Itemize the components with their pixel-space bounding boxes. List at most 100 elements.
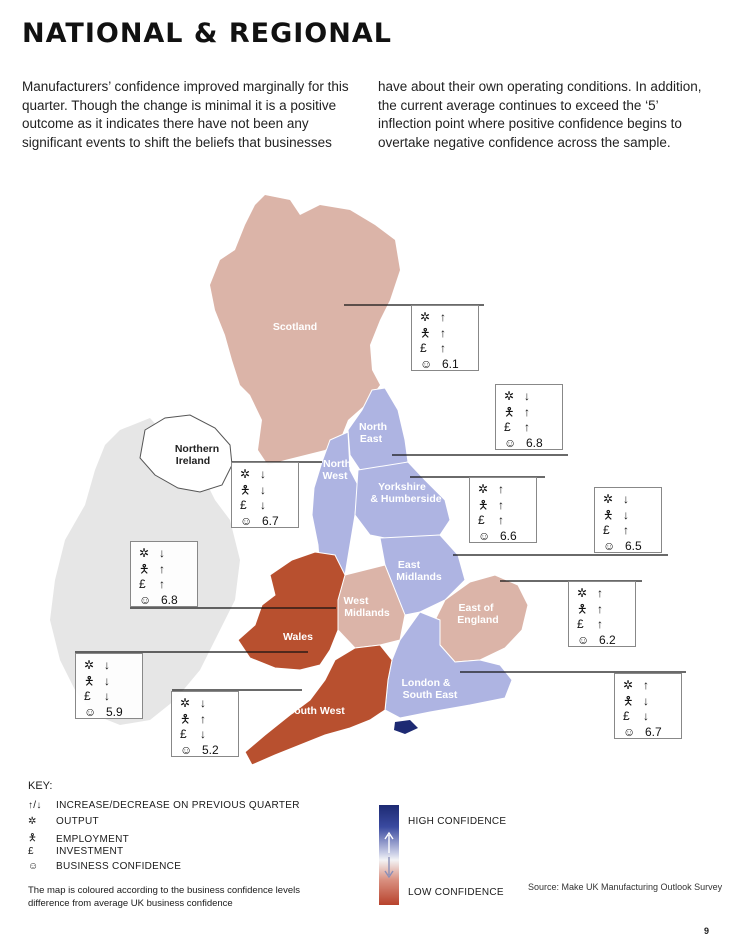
employment-icon: 🯅	[240, 482, 251, 497]
uk-region-map: Scotland Northern Ireland North East Nor…	[50, 195, 686, 766]
label-east-of-england-1: East of	[458, 602, 494, 614]
region-box-east-midlands: ✲ ↓ 🯅 ↓ £ ↑ ☺ 6.5	[594, 487, 662, 553]
output-icon: ✲	[84, 658, 95, 672]
output-change: ↓	[623, 492, 629, 506]
investment-change: ↑	[623, 523, 629, 537]
confidence-value: 6.6	[500, 528, 517, 543]
output-change: ↑	[498, 482, 504, 496]
yorkshire-shape	[354, 461, 451, 541]
label-ni-2: Ireland	[176, 455, 210, 467]
investment-icon: £	[28, 846, 34, 857]
region-box-north-east: ✲ ↓ 🯅 ↑ £ ↑ ☺ 6.8	[495, 384, 563, 450]
label-wales: Wales	[283, 631, 313, 643]
page-title: NATIONAL & REGIONAL	[22, 18, 392, 49]
employment-icon: 🯅	[420, 325, 431, 340]
employment-change: ↑	[440, 325, 446, 340]
confidence-icon: ☺	[420, 356, 433, 371]
employment-icon: 🯅	[623, 693, 634, 708]
label-north-west-1: North	[323, 458, 351, 470]
output-icon: ✲	[603, 492, 614, 506]
region-box-west-midlands: ✲ ↓ 🯅 ↑ £ ↑ ☺ 6.8	[130, 541, 198, 607]
output-icon: ✲	[478, 482, 489, 496]
key-investment-row: £ INVESTMENT	[28, 846, 123, 857]
key-employment-row: 🯅 EMPLOYMENT	[28, 831, 129, 848]
label-london-2: South East	[403, 689, 458, 701]
investment-change: ↑	[597, 617, 603, 631]
confidence-value: 6.8	[161, 592, 178, 607]
output-change: ↓	[524, 389, 530, 403]
label-west-midlands-1: West	[344, 595, 369, 607]
employment-change: ↑	[498, 497, 504, 512]
isle-of-wight-shape	[394, 720, 418, 734]
up-down-arrow-icon: ↑/↓	[28, 800, 42, 811]
investment-change: ↓	[260, 498, 266, 512]
investment-icon: £	[420, 341, 427, 355]
label-east-midlands-2: Midlands	[396, 571, 442, 583]
output-icon: ✲	[577, 586, 588, 600]
south-west-shape	[244, 644, 393, 766]
confidence-scale-bar	[379, 805, 399, 905]
investment-change: ↑	[498, 513, 504, 527]
investment-icon: £	[603, 523, 610, 537]
northern-ireland-shape	[139, 414, 233, 493]
region-box-wales: ✲ ↓ 🯅 ↓ £ ↓ ☺ 5.9	[75, 653, 143, 719]
confidence-icon: ☺	[240, 513, 253, 528]
employment-change: ↑	[200, 711, 206, 726]
investment-icon: £	[478, 513, 485, 527]
confidence-icon: ☺	[478, 528, 491, 543]
label-yorkshire-1: Yorkshire	[378, 481, 426, 493]
key-output-label: OUTPUT	[56, 816, 99, 827]
confidence-value: 6.2	[599, 632, 616, 647]
output-change: ↑	[597, 586, 603, 600]
confidence-icon: ☺	[84, 704, 97, 719]
employment-icon: 🯅	[603, 507, 614, 522]
label-east-of-england-2: England	[457, 614, 498, 626]
output-change: ↑	[643, 678, 649, 692]
intro-text: Manufacturers’ confidence improved margi…	[22, 78, 712, 152]
output-icon: ✲	[420, 310, 431, 324]
employment-change: ↑	[159, 561, 165, 576]
region-box-london-south-east: ✲ ↑ 🯅 ↓ £ ↓ ☺ 6.7	[614, 673, 682, 739]
confidence-icon: ☺	[180, 742, 193, 757]
output-change: ↑	[440, 310, 446, 324]
label-south-west: South West	[287, 705, 345, 717]
wales-shape	[237, 551, 346, 671]
output-change: ↓	[200, 696, 206, 710]
investment-change: ↑	[159, 577, 165, 591]
investment-change: ↓	[104, 689, 110, 703]
confidence-icon: ☺	[504, 435, 517, 450]
employment-change: ↓	[623, 507, 629, 522]
region-box-yorkshire: ✲ ↑ 🯅 ↑ £ ↑ ☺ 6.6	[469, 477, 537, 543]
key-confidence-label: BUSINESS CONFIDENCE	[56, 861, 182, 872]
key-confidence-row: ☺ BUSINESS CONFIDENCE	[28, 861, 181, 872]
region-box-scotland: ✲ ↑ 🯅 ↑ £ ↑ ☺ 6.1	[411, 305, 479, 371]
source-note: Source: Make UK Manufacturing Outlook Su…	[528, 882, 723, 892]
output-change: ↓	[159, 546, 165, 560]
region-box-north-west: ✲ ↓ 🯅 ↓ £ ↓ ☺ 6.7	[231, 462, 299, 528]
investment-change: ↑	[440, 341, 446, 355]
label-ni-1: Northern	[175, 443, 219, 455]
investment-icon: £	[84, 689, 91, 703]
label-north-west-2: West	[323, 470, 348, 482]
investment-change: ↓	[200, 727, 206, 741]
scotland-shape	[210, 195, 400, 465]
label-london-1: London &	[402, 677, 451, 689]
investment-icon: £	[139, 577, 146, 591]
key-note: The map is coloured according to the bus…	[28, 885, 300, 909]
label-north-east-1: North	[359, 421, 387, 433]
key-investment-label: INVESTMENT	[56, 846, 124, 857]
intro-paragraph: Manufacturers’ confidence improved margi…	[22, 79, 702, 150]
investment-icon: £	[240, 498, 247, 512]
confidence-icon: ☺	[603, 538, 616, 553]
employment-icon: 🯅	[504, 404, 515, 419]
output-icon: ✲	[28, 816, 37, 827]
employment-change: ↓	[104, 673, 110, 688]
page-number: 9	[704, 926, 710, 936]
output-icon: ✲	[180, 696, 191, 710]
employment-change: ↑	[597, 601, 603, 616]
label-scotland: Scotland	[273, 321, 317, 333]
output-icon: ✲	[139, 546, 150, 560]
key-change-label: INCREASE/DECREASE ON PREVIOUS QUARTER	[56, 800, 300, 811]
label-yorkshire-2: & Humberside	[370, 493, 441, 505]
confidence-value: 6.8	[526, 435, 543, 450]
